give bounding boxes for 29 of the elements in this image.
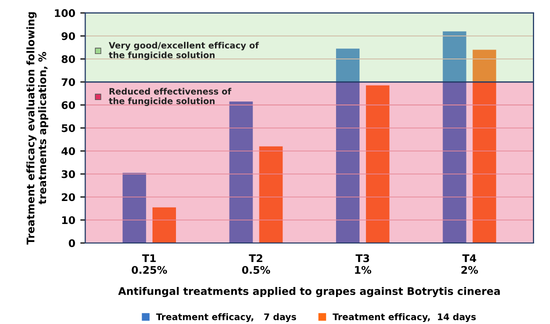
y-tick-label: 60 (62, 101, 76, 110)
x-tick-label: T3 1% (355, 254, 372, 274)
band-label: Reduced effectiveness of the fungicide solution (108, 88, 232, 106)
bar (472, 50, 496, 243)
bar (259, 146, 283, 243)
y-tick-label: 0 (68, 239, 76, 248)
x-tick-label: T1 0.25% (132, 254, 168, 274)
bar (442, 31, 466, 243)
y-tick-label: 40 (62, 147, 76, 156)
y-tick-label: 20 (62, 193, 76, 202)
x-tick-label: T4 2% (461, 254, 478, 274)
bar (366, 85, 390, 243)
y-tick-label: 80 (62, 55, 76, 64)
y-tick-label: 50 (62, 124, 76, 132)
legend-label: Treatment efficacy, 7 days (156, 313, 296, 322)
legend-label: Treatment efficacy, 14 days (332, 313, 476, 322)
y-axis-title: Treatment efficacy evaluation following treatments application, % (26, 12, 48, 245)
y-tick-label: 10 (62, 216, 76, 224)
x-axis-title: Antifungal treatments applied to grapes against Botrytis cinerea (118, 286, 500, 298)
y-tick-label: 70 (62, 78, 76, 86)
y-tick-label: 90 (62, 32, 76, 40)
y-tick-label: 30 (62, 170, 76, 178)
y-tick-label: 100 (54, 9, 76, 18)
bar (229, 102, 253, 243)
bar (336, 48, 360, 243)
band-label: Very good/excellent efficacy of the fungicide solution (108, 42, 259, 60)
bar (152, 207, 176, 243)
x-tick-label: T2 0.5% (242, 254, 270, 274)
bar (122, 172, 146, 243)
